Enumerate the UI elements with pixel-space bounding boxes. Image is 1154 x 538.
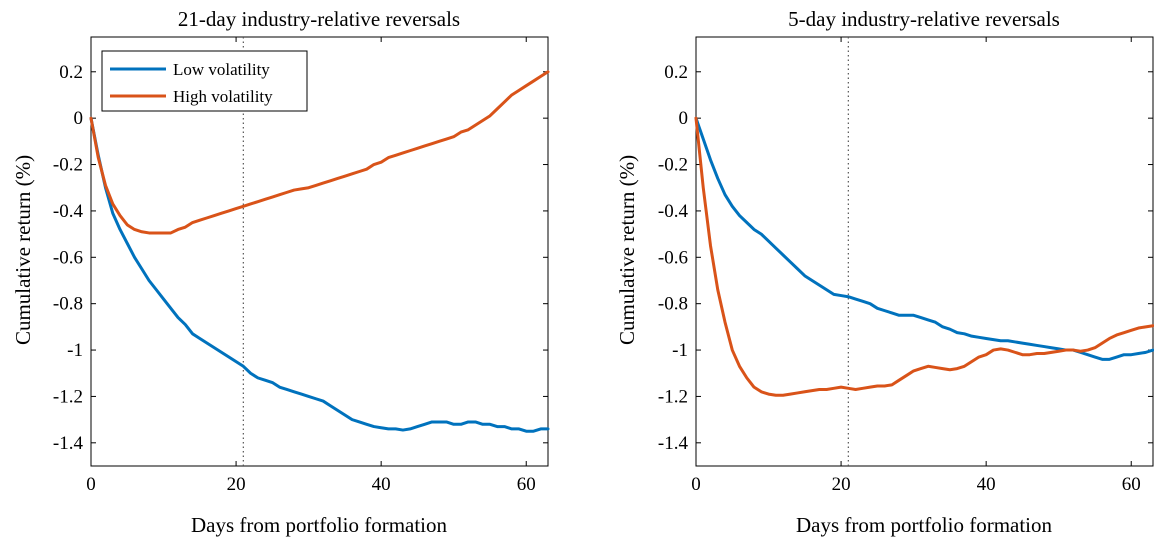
left-y-tick-label: 0.2	[59, 62, 83, 83]
right-axes-box	[695, 36, 1154, 467]
right-y-tick-label: -0.2	[658, 155, 688, 176]
right-y-tick-label: -0.8	[658, 294, 688, 315]
right-x-axis-label: Days from portfolio formation	[796, 513, 1053, 537]
left-series-line-high-volatility	[89, 70, 550, 235]
right-y-tick-label: -1.2	[658, 386, 688, 407]
left-y-tick-label: -1	[67, 340, 83, 361]
left-x-tick-label: 20	[227, 474, 246, 495]
legend: Low volatility High volatility	[101, 50, 308, 112]
legend-label-low-volatility: Low volatility	[173, 60, 270, 79]
right-x-tick-label: 40	[977, 474, 996, 495]
right-series-line-high-volatility	[694, 116, 1154, 397]
right-x-tick-label: 0	[691, 474, 701, 495]
right-y-tick-label: -0.4	[658, 201, 689, 222]
left-y-axis-label: Cumulative return (%)	[11, 155, 35, 345]
left-x-axis-label: Days from portfolio formation	[191, 513, 448, 537]
legend-box	[101, 50, 308, 112]
left-panel: 21-day industry-relative reversals Days …	[11, 7, 550, 537]
right-plot-content: 0 20 40 60 0.2 0 -0.2 -0.4 -0.6 -0.8 -1 -1.2 -1.4	[658, 36, 1154, 495]
left-x-tick-label: 60	[517, 474, 536, 495]
right-x-tick-label: 20	[832, 474, 851, 495]
right-x-tick-label: 60	[1122, 474, 1141, 495]
right-y-tick-label: -0.6	[658, 247, 688, 268]
left-y-tick-label: -1.2	[53, 386, 83, 407]
left-y-tick-label: 0	[74, 108, 84, 129]
left-y-tick-label: -0.6	[53, 247, 83, 268]
right-y-tick-label: -1	[672, 340, 688, 361]
right-y-tick-label: -1.4	[658, 433, 689, 454]
left-plot-content: 0 20 40 60 0.2 0 -0.2 -0.4 -0.6 -0.8 -1 -1.2 -1.4	[53, 36, 550, 495]
left-series-line-low-volatility	[89, 116, 550, 433]
right-panel: 5-day industry-relative reversals Days f…	[615, 7, 1154, 537]
right-y-tick-label: 0	[679, 108, 689, 129]
right-y-tick-label: 0.2	[664, 62, 688, 83]
right-chart-title: 5-day industry-relative reversals	[788, 7, 1060, 31]
left-x-tick-label: 40	[372, 474, 391, 495]
left-y-tick-label: -1.4	[53, 433, 84, 454]
left-y-tick-label: -0.8	[53, 294, 83, 315]
legend-label-high-volatility: High volatility	[173, 87, 273, 106]
left-x-tick-label: 0	[86, 474, 96, 495]
left-y-tick-label: -0.4	[53, 201, 84, 222]
right-y-axis-label: Cumulative return (%)	[615, 155, 639, 345]
left-axes-box	[90, 36, 549, 467]
left-chart-title: 21-day industry-relative reversals	[178, 7, 460, 31]
left-y-tick-label: -0.2	[53, 155, 83, 176]
right-series-line-low-volatility	[694, 116, 1154, 361]
